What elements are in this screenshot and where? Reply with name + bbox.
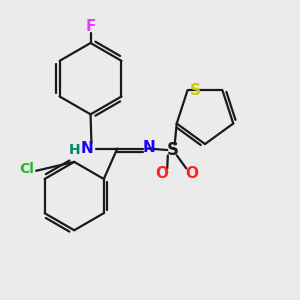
Text: N: N — [143, 140, 155, 155]
Text: S: S — [189, 83, 200, 98]
Text: O: O — [155, 166, 168, 181]
Text: S: S — [166, 141, 178, 159]
Text: O: O — [185, 166, 198, 181]
Text: H: H — [69, 143, 81, 157]
Text: Cl: Cl — [19, 162, 34, 176]
Text: N: N — [80, 141, 93, 156]
Text: F: F — [85, 19, 96, 34]
